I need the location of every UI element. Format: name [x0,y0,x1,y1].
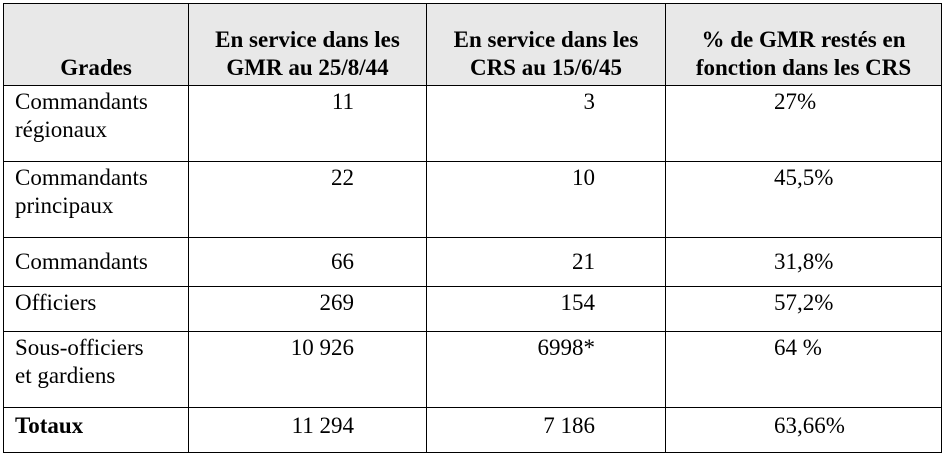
table-row: Commandants 66 21 31,8% [3,237,942,287]
grade-line: principaux [15,193,114,218]
header-pct: % de GMR restés en fonction dans les CRS [665,3,942,86]
crs-cell: 154 [426,286,666,332]
table-row: Commandants régionaux 11 3 27% [3,85,942,162]
grade-line: Officiers [15,290,97,315]
gmr-cell: 66 [188,237,427,287]
crs-cell: 6998* [426,331,666,408]
grade-cell: Commandants principaux [3,161,189,238]
gmr-cell: 10 926 [188,331,427,408]
grade-line: Commandants [15,249,148,274]
crs-cell: 21 [426,237,666,287]
gmr-cell: 11 294 [188,407,427,453]
header-gmr-line2: GMR au 25/8/44 [226,55,389,80]
gmr-cell: 22 [188,161,427,238]
grade-line: Commandants [15,89,148,114]
pct-cell: 45,5% [665,161,942,238]
grade-cell: Totaux [3,407,189,453]
pct-cell: 31,8% [665,237,942,287]
pct-cell: 63,66% [665,407,942,453]
table-row: Sous-officiers et gardiens 10 926 6998* … [3,331,942,408]
grade-line: Totaux [15,413,84,438]
grade-line: Sous-officiers [15,335,144,360]
pct-cell: 64 % [665,331,942,408]
pct-cell: 27% [665,85,942,162]
table-row: Officiers 269 154 57,2% [3,286,942,332]
gmr-cell: 11 [188,85,427,162]
header-row: Grades En service dans les GMR au 25/8/4… [3,3,942,86]
grade-line: Commandants [15,165,148,190]
header-crs: En service dans les CRS au 15/6/45 [426,3,666,86]
header-gmr: En service dans les GMR au 25/8/44 [188,3,427,86]
crs-cell: 3 [426,85,666,162]
grade-line: et gardiens [15,363,116,388]
header-grades: Grades [3,3,189,86]
table-row: Commandants principaux 22 10 45,5% [3,161,942,238]
pct-cell: 57,2% [665,286,942,332]
grade-line: régionaux [15,117,107,142]
header-pct-line2: fonction dans les CRS [695,55,912,80]
header-gmr-line1: En service dans les [215,27,400,52]
grade-cell: Commandants régionaux [3,85,189,162]
header-crs-line1: En service dans les [453,27,639,52]
header-pct-line1: % de GMR restés en [701,27,906,52]
grade-cell: Sous-officiers et gardiens [3,331,189,408]
grade-cell: Officiers [3,286,189,332]
gmr-cell: 269 [188,286,427,332]
totals-row: Totaux 11 294 7 186 63,66% [3,407,942,453]
crs-cell: 7 186 [426,407,666,453]
header-crs-line2: CRS au 15/6/45 [469,55,623,80]
crs-cell: 10 [426,161,666,238]
grade-cell: Commandants [3,237,189,287]
gmr-crs-table: Grades En service dans les GMR au 25/8/4… [3,3,942,453]
